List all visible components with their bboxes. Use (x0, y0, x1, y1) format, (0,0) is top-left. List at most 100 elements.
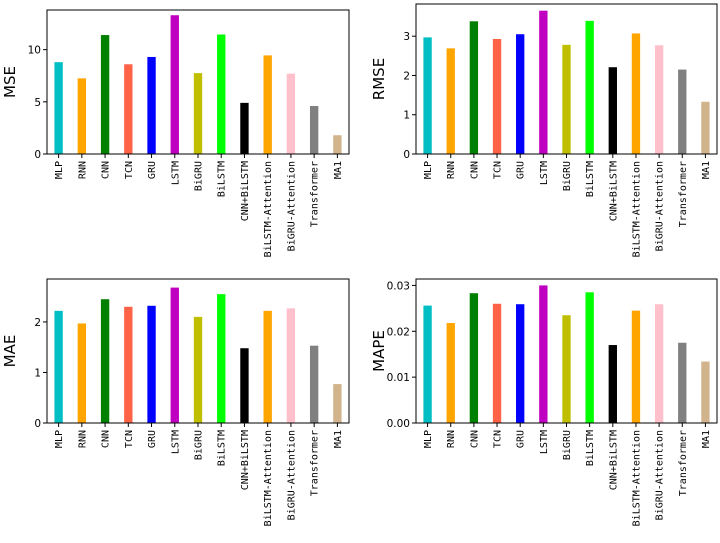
bar-bilstm-attention (263, 310, 272, 423)
bar-bilstm-attention (631, 310, 641, 423)
x-tick-label: CNN+BiLSTM (608, 161, 619, 221)
x-tick-label: BiLSTM (585, 430, 596, 466)
x-tick-label: RNN (446, 430, 457, 448)
x-tick-label: GRU (516, 161, 527, 179)
y-tick-label: 0.02 (387, 326, 410, 338)
x-tick-label: MLP (54, 430, 65, 448)
x-tick-label: MA1 (333, 430, 344, 448)
x-tick-label: GRU (516, 430, 527, 448)
bar-cnn (469, 21, 479, 155)
bar-transformer (678, 69, 687, 154)
x-tick-label: CNN+BiLSTM (240, 161, 251, 221)
bar-mlp (54, 62, 63, 154)
bar-bilstm (585, 20, 594, 154)
x-tick-label: CNN (469, 161, 480, 179)
bar-cnn (100, 35, 110, 154)
bar-bilstm (217, 294, 226, 423)
x-tick-label: CNN+BiLSTM (240, 430, 251, 490)
bar-bigru-attention (286, 308, 296, 423)
x-tick-label: RNN (446, 161, 457, 179)
x-tick-label: BiLSTM-Attention (631, 430, 642, 526)
y-axis-label: MSE (1, 66, 19, 98)
bar-rnn (77, 323, 87, 423)
bar-rnn (77, 78, 87, 154)
x-tick-label: MLP (423, 430, 434, 448)
chart-panel-mae: 0 1 2 MLP RNN CNN TCN GRU LSTM BiGRU BiLSTM CNN+BiL… (1, 278, 350, 526)
y-tick-label: 2 (34, 317, 41, 329)
bar-transformer (678, 342, 687, 423)
x-tick-label: BiGRU-Attention (655, 430, 666, 520)
bar-cnn+bilstm (608, 345, 617, 423)
x-tick-label: GRU (147, 161, 158, 179)
x-tick-label: CNN (101, 161, 112, 179)
x-tick-label: BiGRU-Attention (655, 161, 666, 251)
bar-cnn (469, 293, 479, 423)
y-tick-label: 1 (403, 110, 410, 122)
x-tick-label: Transformer (310, 430, 321, 496)
y-tick-label: 2 (403, 70, 410, 82)
bar-bigru (562, 44, 571, 155)
y-tick-label: 0 (403, 149, 410, 161)
bar-bilstm (585, 292, 594, 423)
bar-lstm (539, 285, 548, 423)
bar-gru (147, 305, 156, 423)
bar-ma1 (701, 101, 710, 154)
x-tick-label: MA1 (701, 430, 712, 448)
x-tick-label: BiLSTM (585, 161, 596, 197)
x-tick-label: BiGRU-Attention (286, 430, 297, 520)
x-tick-label: TCN (124, 430, 135, 448)
x-tick-label: MLP (423, 161, 434, 179)
bar-bigru (193, 73, 203, 154)
x-tick-label: GRU (147, 430, 158, 448)
bar-bilstm-attention (631, 33, 641, 155)
x-tick-label: RNN (77, 161, 88, 179)
y-tick-label: 1 (34, 367, 41, 379)
x-tick-label: BiLSTM (217, 161, 228, 197)
bar-ma1 (333, 384, 342, 423)
bar-gru (516, 34, 525, 154)
bar-cnn+bilstm (240, 102, 249, 154)
x-tick-label: CNN+BiLSTM (608, 430, 619, 490)
y-tick-label: 0.01 (387, 372, 410, 384)
bar-tcn (492, 38, 502, 155)
chart-panel-mse: 0 5 10 MLP RNN CNN TCN GRU LSTM BiGRU BiLSTM CNN+Bi… (1, 9, 350, 257)
x-tick-label: LSTM (170, 430, 181, 454)
y-axis-label: RMSE (370, 58, 388, 100)
x-tick-label: TCN (493, 430, 504, 448)
x-tick-label: BiGRU (562, 161, 573, 191)
x-tick-label: MLP (54, 161, 65, 179)
bar-mlp (54, 310, 63, 423)
x-tick-label: CNN (101, 430, 112, 448)
x-tick-label: BiGRU (562, 430, 573, 460)
x-tick-label: TCN (493, 161, 504, 179)
x-tick-label: Transformer (678, 161, 689, 227)
x-tick-label: TCN (124, 161, 135, 179)
bar-tcn (124, 306, 133, 423)
bar-bigru (193, 316, 203, 423)
bar-lstm (539, 10, 548, 155)
bar-cnn (100, 299, 110, 423)
bar-transformer (309, 106, 319, 154)
y-tick-label: 0 (34, 418, 41, 430)
x-tick-label: CNN (469, 430, 480, 448)
bar-tcn (124, 64, 133, 154)
x-tick-label: BiGRU (194, 161, 205, 191)
x-tick-label: MA1 (701, 161, 712, 179)
bar-tcn (492, 303, 502, 423)
y-tick-label: 5 (34, 97, 41, 109)
bar-lstm (170, 15, 179, 154)
bar-lstm (170, 287, 179, 423)
chart-panel-mape: 0.00 0.01 0.02 0.03 MLP RNN CNN TCN GRU LSTM BiGRU… (370, 278, 718, 526)
x-tick-label: BiGRU (194, 430, 205, 460)
x-tick-label: RNN (77, 430, 88, 448)
x-tick-label: BiGRU-Attention (286, 161, 297, 251)
x-tick-label: BiLSTM (217, 430, 228, 466)
bar-bigru-attention (654, 304, 664, 423)
y-axis-label: MAE (1, 335, 19, 368)
bar-ma1 (701, 361, 710, 423)
x-tick-label: LSTM (170, 161, 181, 185)
y-tick-label: 10 (28, 45, 41, 57)
x-tick-label: LSTM (539, 430, 550, 454)
bar-bigru-attention (654, 45, 664, 155)
